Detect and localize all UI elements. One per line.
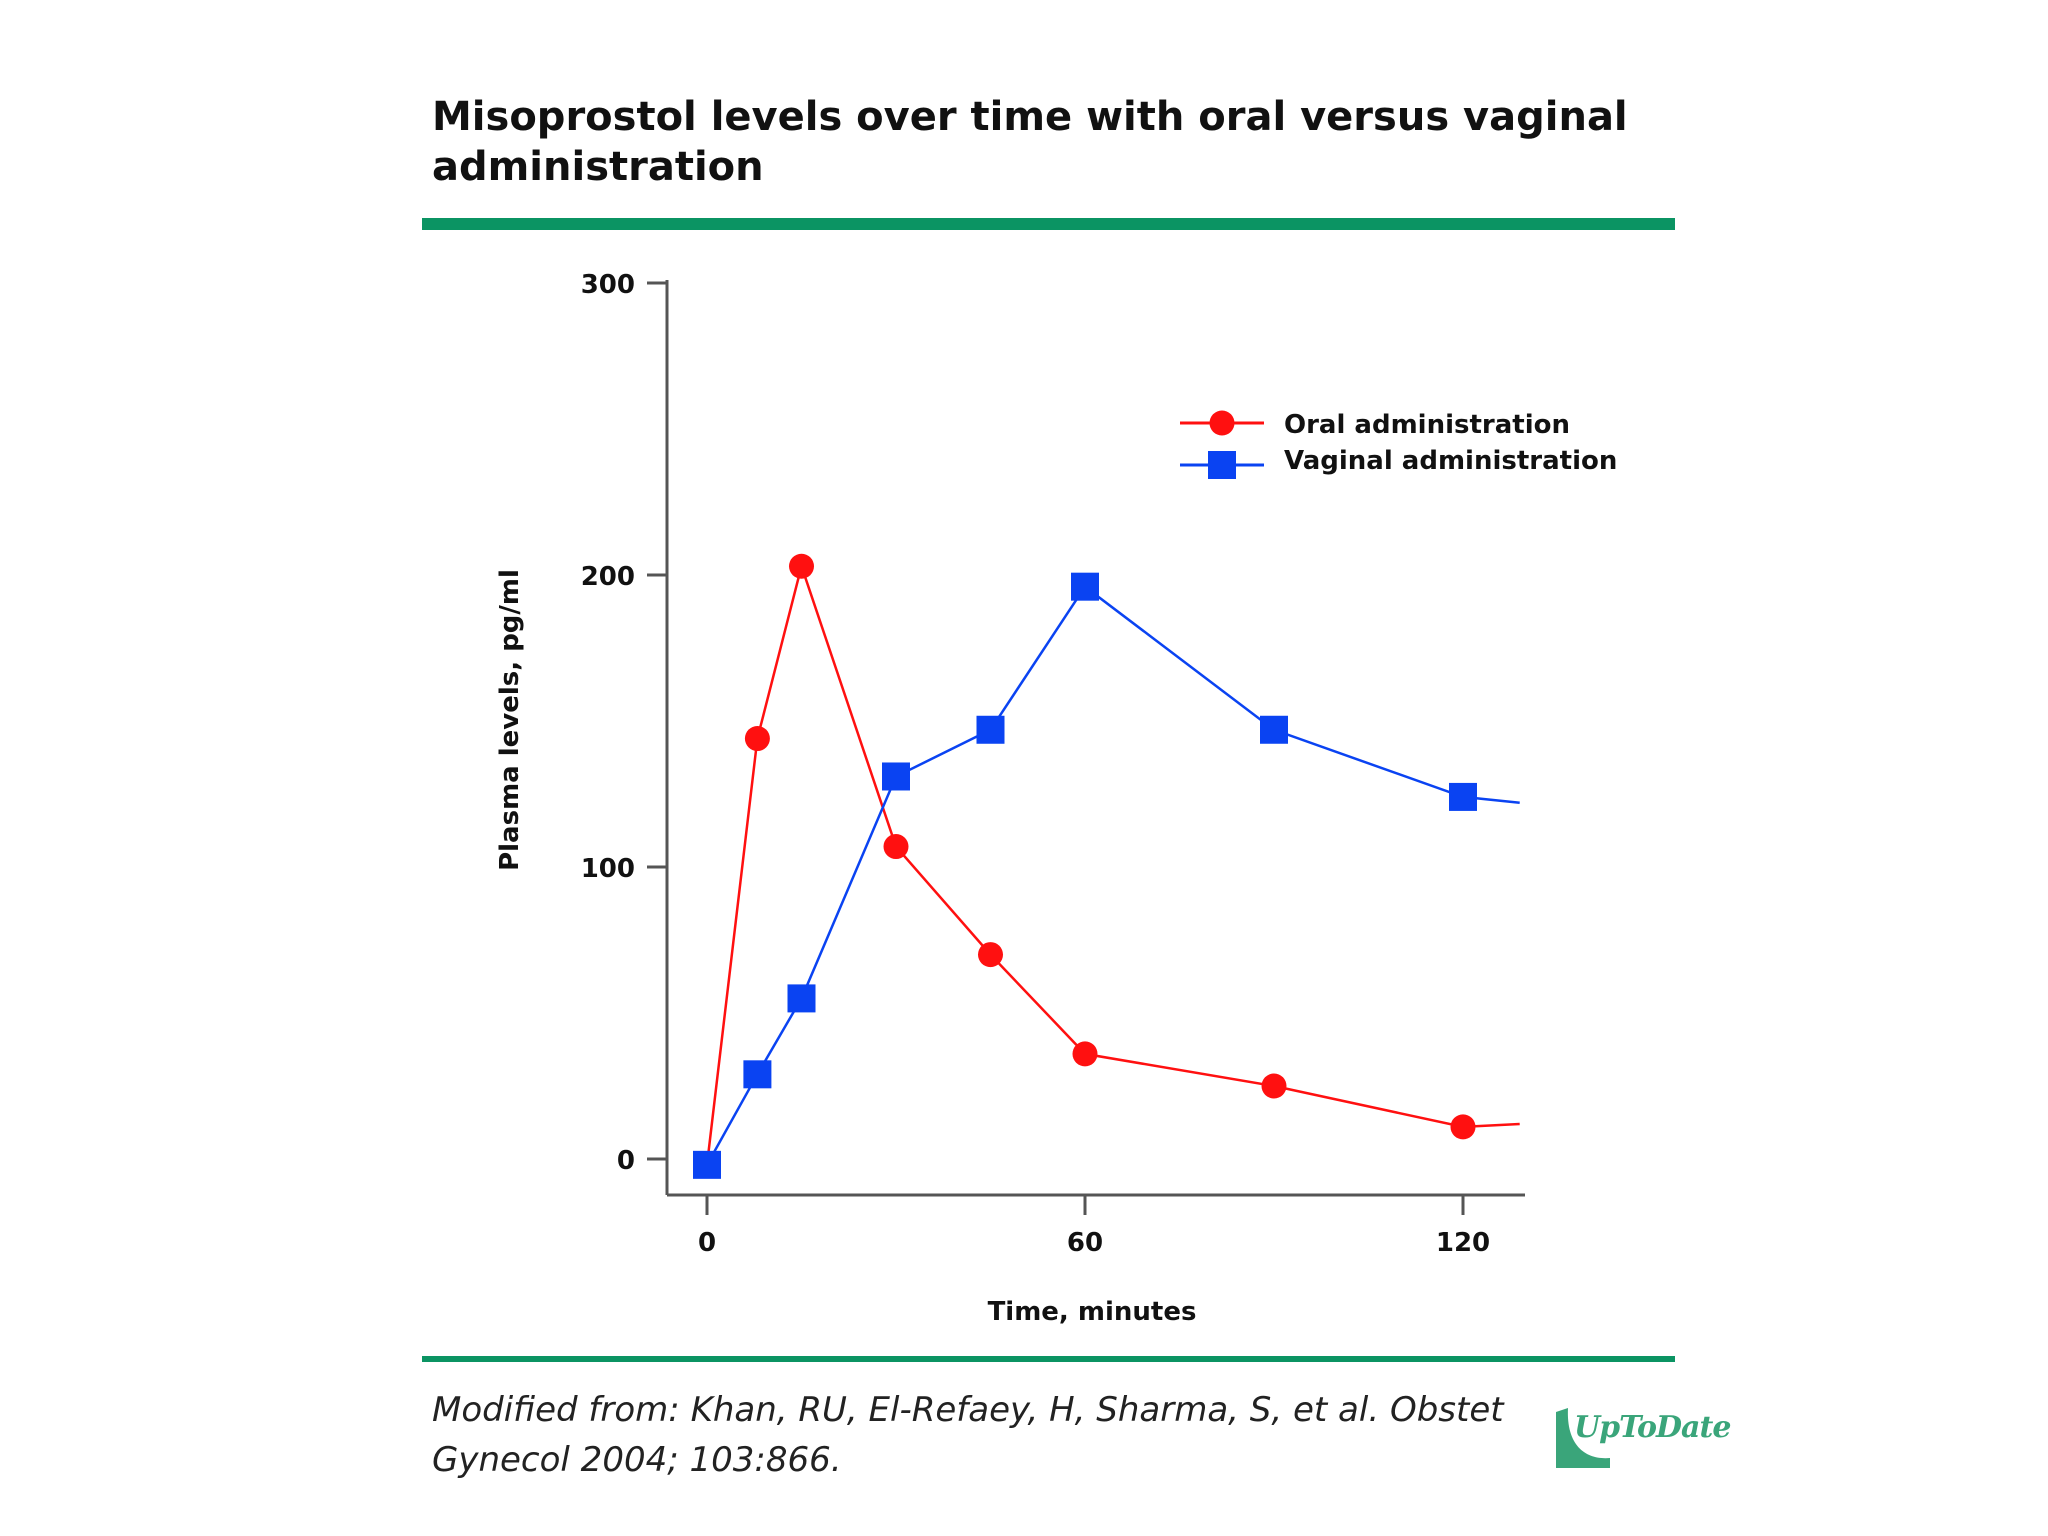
oral-data-point — [744, 726, 770, 752]
x-tick-label: 0 — [698, 1228, 716, 1258]
y-axis-label: Plasma levels, pg/ml — [495, 569, 525, 871]
legend-vaginal-label: Vaginal administration — [1284, 446, 1617, 476]
vaginal-data-point — [1260, 715, 1288, 744]
vaginal-data-point — [1449, 782, 1477, 811]
bottom-divider — [422, 1356, 1675, 1362]
oral-series-line — [705, 561, 1520, 1165]
oral-data-point — [978, 942, 1003, 968]
vaginal-series-line — [705, 584, 1520, 1166]
y-tick-label: 300 — [581, 270, 635, 300]
x-tick-label: 120 — [1436, 1228, 1490, 1258]
oral-data-point — [1072, 1041, 1098, 1067]
top-divider — [422, 218, 1675, 230]
vaginal-data-point — [1071, 572, 1099, 601]
logo-text: UpToDate — [1574, 1410, 1731, 1445]
oral-data-point — [1261, 1073, 1287, 1099]
vaginal-data-point — [743, 1060, 772, 1089]
y-tick-label: 200 — [581, 562, 635, 592]
oral-data-point — [789, 553, 814, 579]
vaginal-data-point — [693, 1150, 721, 1179]
uptodate-logo: UpToDate — [1548, 1398, 1731, 1473]
citation: Modified from: Khan, RU, El-Refaey, H, S… — [432, 1385, 1652, 1485]
citation-line-1: Modified from: Khan, RU, El-Refaey, H, S… — [432, 1390, 1504, 1430]
oral-data-point — [1450, 1114, 1476, 1140]
y-tick-label: 0 — [617, 1146, 635, 1176]
figure-title: Misoprostol levels over time with oral v… — [432, 94, 1628, 190]
y-tick-label: 100 — [581, 854, 635, 884]
vaginal-data-point — [787, 984, 816, 1013]
vaginal-data-point — [976, 715, 1005, 744]
legend-oral-marker — [1209, 410, 1235, 436]
logo-swoosh-icon — [1556, 1408, 1610, 1468]
oral-data-point — [883, 834, 909, 860]
legend-oral-label: Oral administration — [1284, 410, 1570, 440]
citation-line-2: Gynecol 2004; 103:866. — [432, 1440, 842, 1480]
x-tick-label: 60 — [1067, 1228, 1103, 1258]
vaginal-data-point — [882, 762, 910, 791]
x-axis-label: Time, minutes — [988, 1297, 1197, 1327]
legend-vaginal-marker — [1208, 451, 1236, 479]
